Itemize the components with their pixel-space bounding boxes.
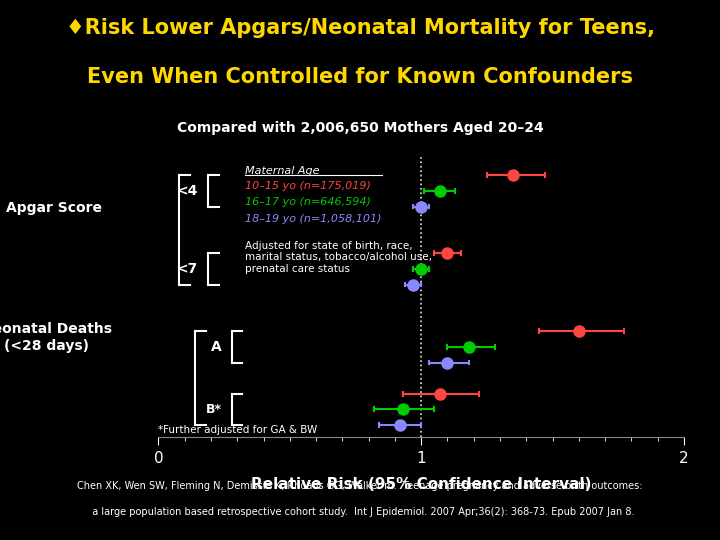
Text: 10–15 yo (n=175,019): 10–15 yo (n=175,019) [245,181,371,191]
Text: A: A [211,340,222,354]
Text: Compared with 2,006,650 Mothers Aged 20–24: Compared with 2,006,650 Mothers Aged 20–… [176,121,544,135]
Text: Even When Controlled for Known Confounders: Even When Controlled for Known Confounde… [87,66,633,86]
Text: Chen XK, Wen SW, Fleming N, Demissie K, Rhoads GG, Walker m.  Teenage pregnancy : Chen XK, Wen SW, Fleming N, Demissie K, … [77,482,643,491]
Text: 18–19 yo (n=1,058,101): 18–19 yo (n=1,058,101) [245,214,382,224]
Text: Neonatal Deaths
(<28 days): Neonatal Deaths (<28 days) [0,322,112,353]
Text: B*: B* [205,403,222,416]
Text: <4: <4 [176,184,198,198]
X-axis label: Relative Risk (95% Confidence Interval): Relative Risk (95% Confidence Interval) [251,477,591,492]
Text: Apgar Score: Apgar Score [6,201,102,215]
Text: 16–17 yo (n=646,594): 16–17 yo (n=646,594) [245,198,371,207]
Text: Adjusted for state of birth, race,
marital status, tobacco/alcohol use,
prenatal: Adjusted for state of birth, race, marit… [245,241,432,274]
Text: ♦Risk Lower Apgars/Neonatal Mortality for Teens,: ♦Risk Lower Apgars/Neonatal Mortality fo… [66,18,654,38]
Text: Maternal Age: Maternal Age [245,166,320,176]
Text: a large population based retrospective cohort study.  Int J Epidemiol. 2007 Apr;: a large population based retrospective c… [86,508,634,517]
Text: *Further adjusted for GA & BW: *Further adjusted for GA & BW [158,425,318,435]
Text: <7: <7 [176,262,198,276]
